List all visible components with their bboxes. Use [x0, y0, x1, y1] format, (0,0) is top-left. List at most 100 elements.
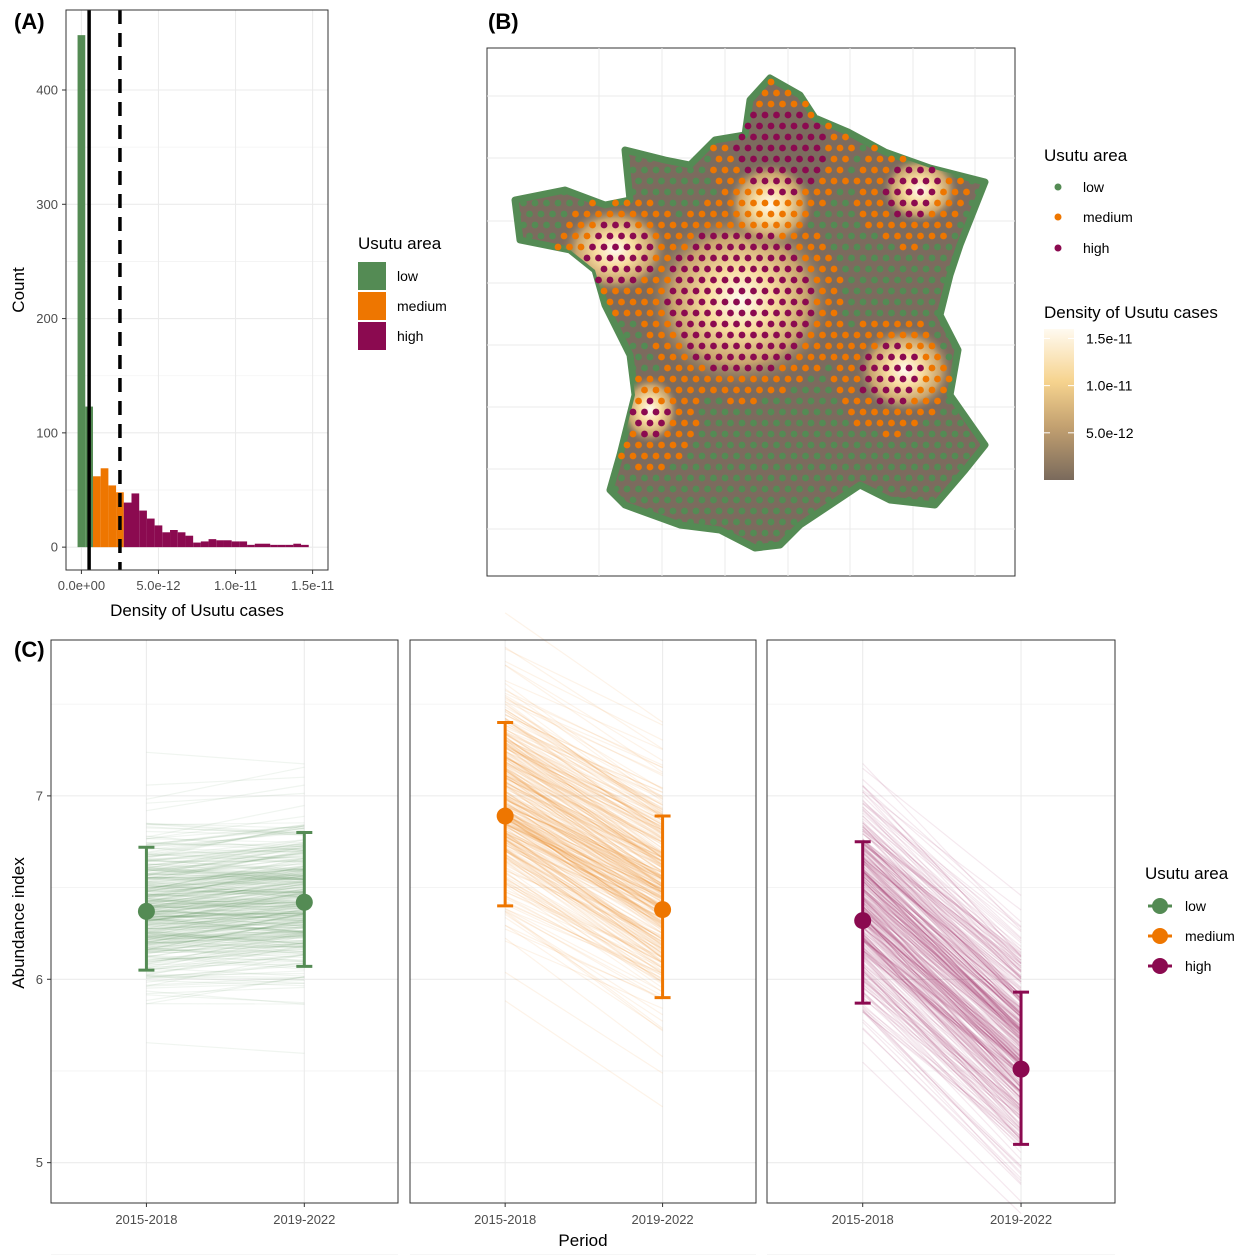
posterior-line [146, 927, 305, 954]
posterior-line [146, 940, 305, 955]
map-point-low [635, 485, 642, 493]
map-point-low [554, 221, 562, 229]
posterior-line [504, 762, 663, 840]
map-point-high [612, 221, 619, 229]
posterior-line [862, 981, 1022, 1144]
map-point-high [641, 232, 648, 240]
map-point-medium [715, 155, 723, 163]
posterior-line [862, 946, 1022, 1079]
posterior-line [504, 811, 663, 887]
posterior-line [504, 732, 663, 826]
posterior-line [862, 869, 1022, 1014]
posterior-line [146, 925, 305, 955]
map-point-low [784, 529, 792, 537]
map-point-medium [750, 199, 757, 207]
map-point-low [813, 452, 821, 460]
posterior-line [862, 824, 1022, 1000]
posterior-line [862, 851, 1022, 1012]
posterior-line [862, 865, 1022, 1003]
map-point-medium [658, 287, 665, 295]
legend-c-key-medium [1152, 928, 1168, 944]
map-point-low [721, 474, 729, 482]
map-point-medium [692, 375, 700, 383]
posterior-line [504, 839, 663, 935]
map-point-high [652, 430, 660, 438]
map-point-low [646, 155, 654, 163]
posterior-line [862, 918, 1022, 1088]
posterior-line [862, 887, 1022, 1033]
posterior-line [146, 867, 305, 879]
posterior-line [146, 868, 305, 877]
map-point-low [733, 496, 740, 504]
map-point-low [836, 452, 844, 460]
y-tick-label: 0 [51, 540, 58, 555]
map-point-medium [658, 331, 665, 339]
map-point-low [871, 232, 878, 240]
posterior-line [504, 806, 663, 894]
posterior-line [862, 789, 1022, 911]
posterior-line [504, 709, 663, 807]
map-point-medium [675, 430, 683, 438]
posterior-line [146, 825, 305, 840]
posterior-line [862, 870, 1022, 1031]
map-point-medium [830, 155, 838, 163]
legend-a-key-medium [358, 292, 386, 320]
map-point-medium [692, 397, 700, 405]
posterior-line [146, 888, 305, 916]
map-point-medium [577, 221, 585, 229]
map-point-medium [876, 199, 884, 207]
posterior-line [862, 888, 1022, 1023]
posterior-line [862, 957, 1022, 1130]
posterior-line [146, 849, 305, 866]
map-point-medium [807, 199, 815, 207]
map-point-low [813, 430, 821, 438]
posterior-line [146, 896, 305, 906]
histogram-bar [154, 525, 163, 548]
posterior-line [862, 809, 1022, 953]
map-point-low [549, 210, 556, 218]
map-point-low [744, 452, 752, 460]
map-point-low [859, 144, 867, 152]
posterior-line [862, 1041, 1022, 1203]
map-point-low [957, 463, 964, 471]
map-point-high [819, 155, 826, 163]
posterior-line [146, 915, 305, 922]
posterior-line [862, 920, 1022, 1087]
map-point-low [917, 430, 924, 438]
map-point-low [836, 254, 844, 262]
map-point-low [830, 441, 838, 449]
map-point-low [710, 188, 717, 196]
map-point-medium [583, 232, 591, 240]
posterior-line [504, 689, 663, 769]
map-point-medium [641, 276, 648, 284]
posterior-line [146, 870, 305, 884]
posterior-line [862, 906, 1022, 1031]
posterior-line [504, 781, 663, 869]
map-point-medium [767, 100, 775, 108]
posterior-line [504, 818, 663, 921]
map-point-high [796, 309, 803, 317]
map-point-medium [733, 210, 740, 218]
map-point-low [842, 441, 849, 449]
posterior-line [504, 816, 663, 903]
posterior-line [504, 902, 663, 975]
map-point-high [738, 265, 746, 273]
map-point-medium [825, 122, 832, 130]
map-point-low [813, 496, 821, 504]
posterior-line [862, 939, 1022, 1099]
posterior-line [146, 931, 305, 934]
posterior-line [504, 881, 663, 963]
posterior-line [146, 976, 305, 1005]
map-point-low [664, 166, 671, 174]
posterior-line [504, 804, 663, 878]
map-point-medium [704, 221, 711, 229]
posterior-line [862, 846, 1022, 971]
posterior-line [146, 936, 305, 946]
posterior-line [862, 840, 1022, 967]
map-point-low [945, 419, 953, 427]
map-point-high [882, 386, 890, 394]
map-point-medium [554, 243, 562, 251]
map-point-medium [635, 199, 642, 207]
posterior-line [146, 905, 305, 908]
map-point-high [652, 408, 660, 416]
